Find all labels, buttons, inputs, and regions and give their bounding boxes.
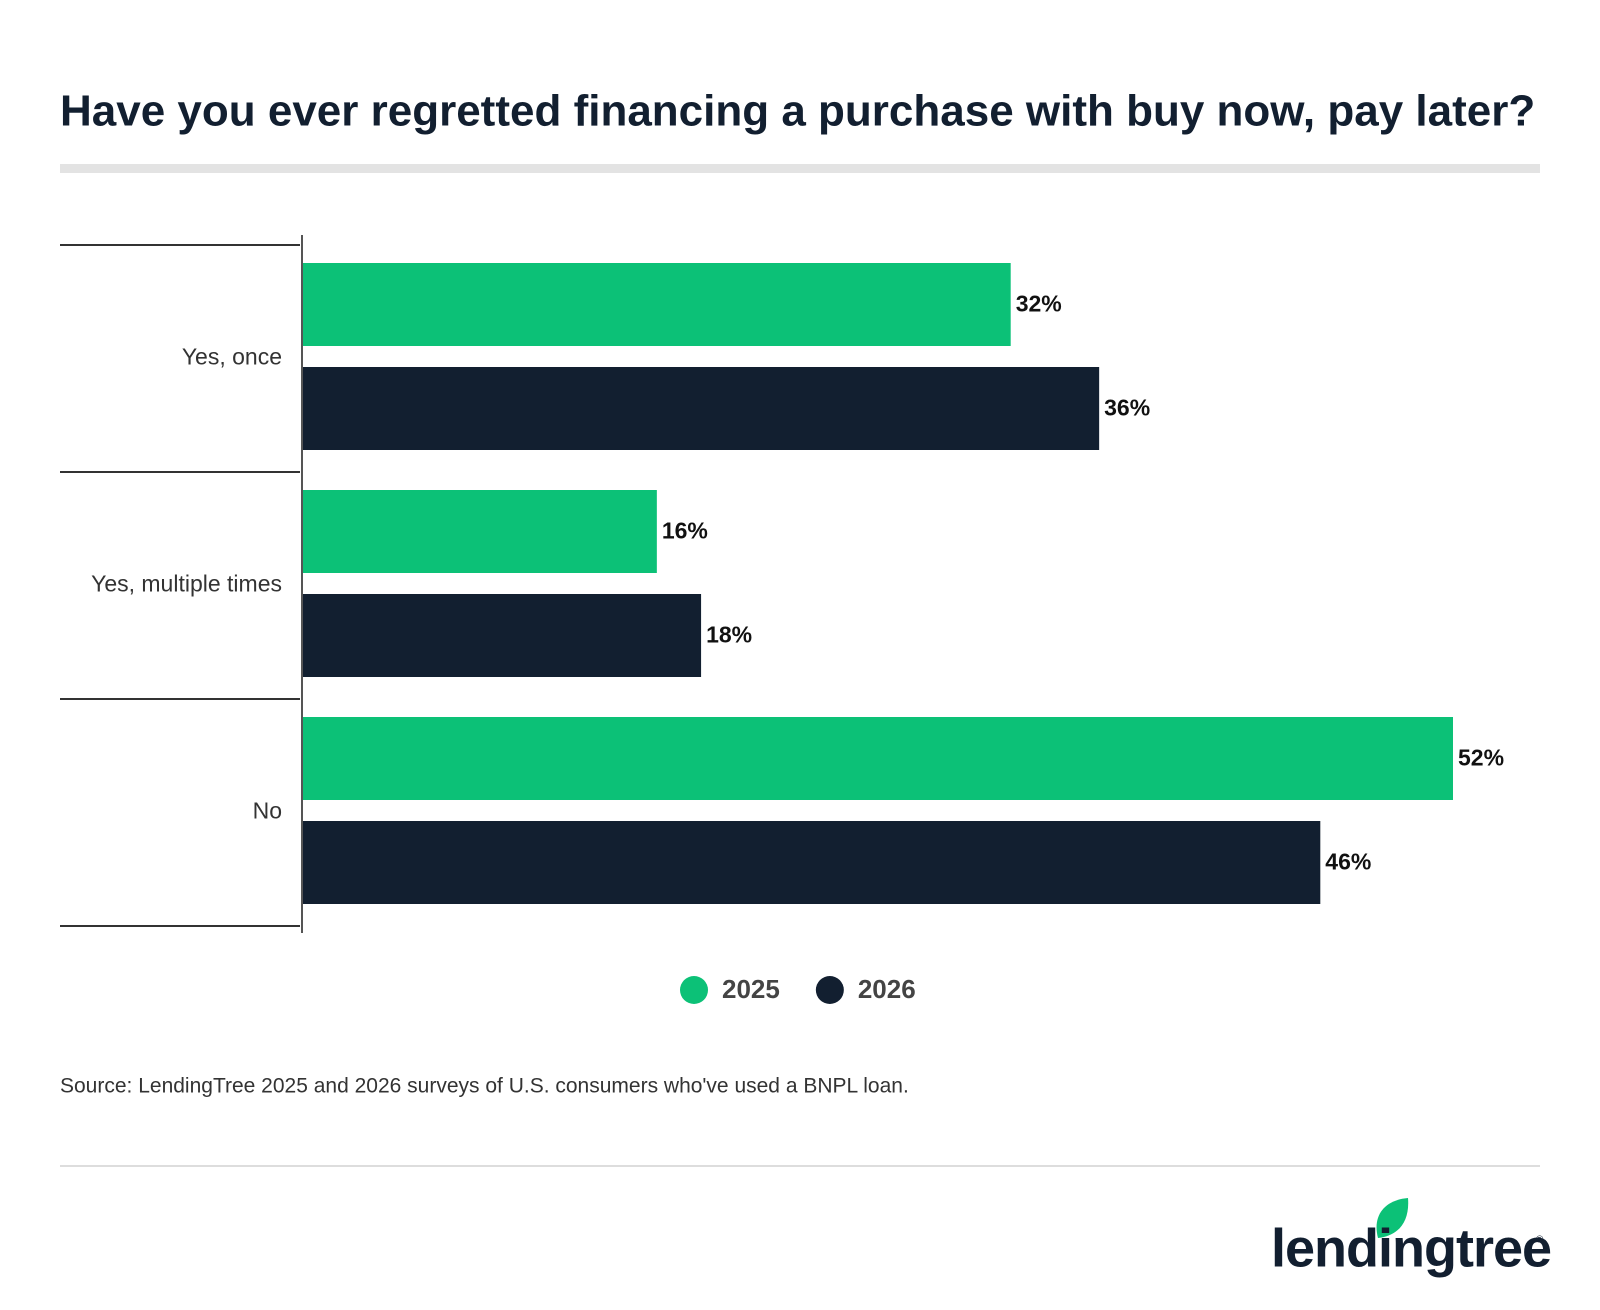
title-rule	[60, 164, 1540, 173]
bar	[303, 717, 1453, 800]
value-label: 16%	[662, 518, 708, 544]
bar	[303, 594, 702, 677]
logo-leaf	[1376, 1198, 1409, 1238]
legend-label: 2026	[858, 974, 916, 1004]
value-label: 52%	[1458, 745, 1504, 771]
value-label: 36%	[1104, 395, 1150, 421]
legend-swatch	[680, 976, 708, 1004]
bar	[303, 821, 1321, 904]
chart-title: Have you ever regretted financing a purc…	[60, 87, 1535, 136]
legend-label: 2025	[722, 974, 780, 1004]
value-label: 18%	[706, 622, 752, 648]
legend-swatch	[815, 976, 844, 1004]
bar	[303, 263, 1011, 346]
category-label: Yes, once	[182, 344, 282, 370]
value-label: 46%	[1325, 849, 1371, 875]
bar	[303, 490, 657, 573]
source-note: Source: LendingTree 2025 and 2026 survey…	[60, 1075, 909, 1098]
logo-registered: ®	[1536, 1235, 1544, 1246]
category-label: Yes, multiple times	[91, 571, 282, 597]
bar	[303, 367, 1100, 450]
value-label: 32%	[1016, 291, 1062, 317]
category-label: No	[253, 798, 282, 824]
logo: lendingtree	[1271, 1218, 1551, 1278]
